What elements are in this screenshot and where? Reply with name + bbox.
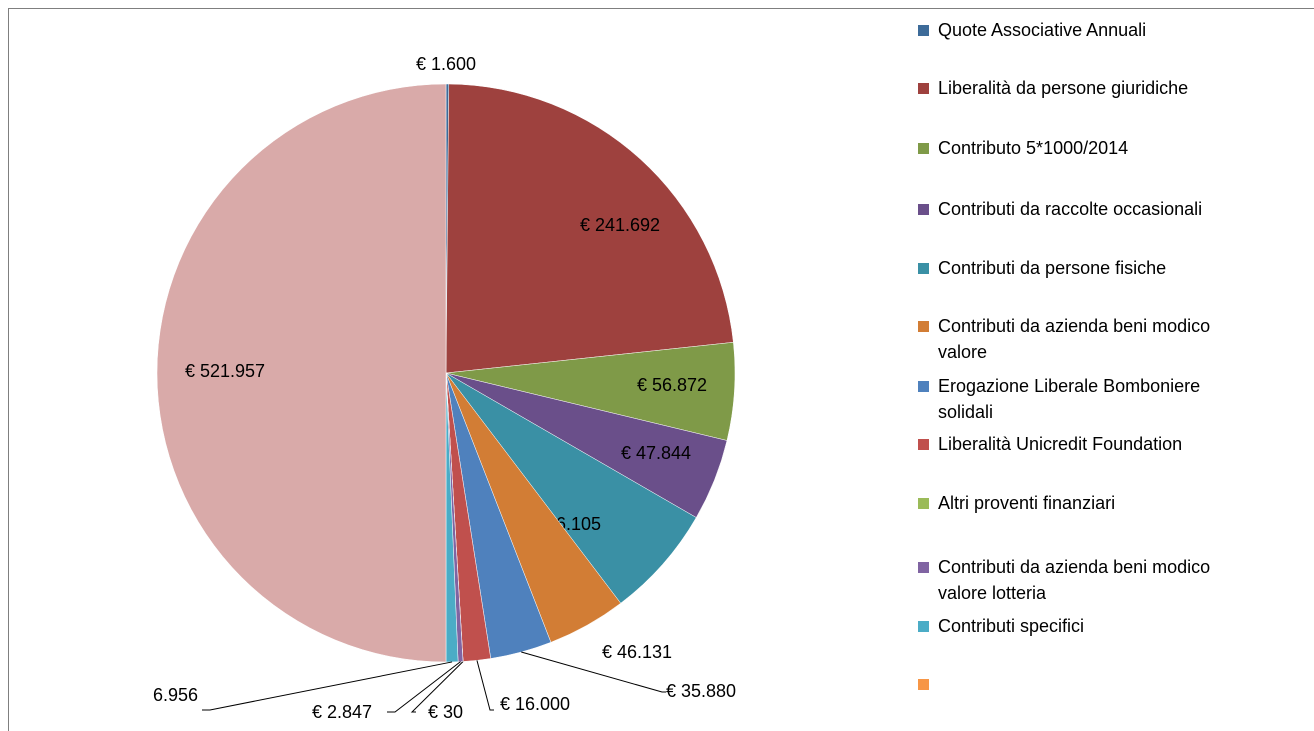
pie-slice <box>156 83 447 663</box>
legend-swatch <box>918 25 929 36</box>
legend-label: Contributi da persone fisiche <box>938 258 1167 278</box>
legend-label: Contributi da azienda beni modico valore… <box>938 557 1211 603</box>
legend-swatch <box>918 498 929 509</box>
legend-label: Contributi da raccolte occasionali <box>938 199 1203 219</box>
legend-swatch <box>918 204 929 215</box>
leader-line <box>410 661 464 713</box>
legend-swatch <box>918 143 929 154</box>
pie-slice <box>445 83 734 374</box>
data-label: € 241.692 <box>580 215 660 235</box>
data-label: € 35.880 <box>666 681 736 701</box>
data-label: € 46.131 <box>602 642 672 662</box>
legend-swatch <box>918 679 929 690</box>
legend-label: Altri proventi finanziari <box>938 493 1116 513</box>
data-label: € 47.844 <box>621 443 691 463</box>
legend-swatch <box>918 439 929 450</box>
data-label: € 2.847 <box>312 702 372 722</box>
data-label: 6.956 <box>153 685 198 705</box>
legend-swatch <box>918 562 929 573</box>
pie-slice <box>445 372 697 604</box>
legend-label: Contributi specifici <box>938 616 1085 636</box>
chart-border <box>8 8 1314 731</box>
legend-swatch <box>918 621 929 632</box>
leader-line <box>521 651 666 693</box>
legend-swatch <box>918 321 929 332</box>
legend-swatch <box>918 381 929 392</box>
legend-label: Quote Associative Annuali <box>938 20 1147 40</box>
data-label: € 16.000 <box>500 694 570 714</box>
data-label: € 30 <box>428 702 463 722</box>
legend-label: Liberalità da persone giuridiche <box>938 78 1189 98</box>
leader-line <box>387 661 461 713</box>
legend-label: Liberalità Unicredit Foundation <box>938 434 1183 454</box>
legend-label: Erogazione Liberale Bomboniere solidali <box>938 376 1201 422</box>
legend-label: Contributo 5*1000/2014 <box>938 138 1129 158</box>
leader-line <box>476 660 494 711</box>
legend-swatch <box>918 263 929 274</box>
data-label: € 521.957 <box>185 361 265 381</box>
data-label: € 56.872 <box>637 375 707 395</box>
data-label: € 1.600 <box>416 54 476 74</box>
legend-label: Contributi da azienda beni modico valore <box>938 316 1211 362</box>
legend-swatch <box>918 83 929 94</box>
leader-line <box>202 661 453 711</box>
